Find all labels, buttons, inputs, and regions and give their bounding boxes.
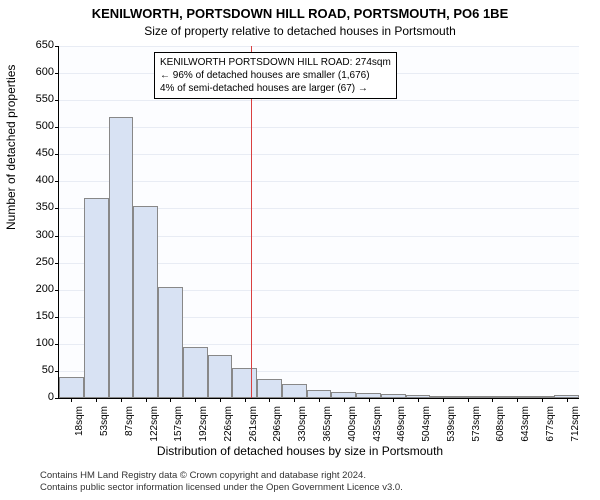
histogram-bar: [84, 198, 109, 398]
xtick-label: 677sqm: [545, 406, 556, 456]
xtick-label: 504sqm: [421, 406, 432, 456]
xtick-mark: [245, 398, 246, 402]
xtick-mark: [269, 398, 270, 402]
xtick-label: 122sqm: [149, 406, 160, 456]
y-axis-label: Number of detached properties: [4, 65, 18, 230]
histogram-bar: [307, 390, 332, 398]
xtick-label: 296sqm: [272, 406, 283, 456]
xtick-mark: [468, 398, 469, 402]
histogram-bar: [109, 117, 134, 398]
xtick-label: 539sqm: [446, 406, 457, 456]
chart-subtitle: Size of property relative to detached ho…: [0, 24, 600, 38]
gridline: [59, 181, 579, 182]
gridline: [59, 100, 579, 101]
annotation-line: ← 96% of detached houses are smaller (1,…: [160, 69, 391, 82]
chart-title: KENILWORTH, PORTSDOWN HILL ROAD, PORTSMO…: [0, 6, 600, 21]
histogram-bar: [282, 384, 307, 398]
ytick-mark: [55, 208, 59, 209]
ytick-mark: [55, 398, 59, 399]
xtick-label: 87sqm: [124, 406, 135, 456]
xtick-mark: [393, 398, 394, 402]
footnote-line: Contains HM Land Registry data © Crown c…: [40, 470, 580, 482]
ytick-mark: [55, 317, 59, 318]
ytick-label: 450: [24, 147, 54, 159]
footnote-line: Contains public sector information licen…: [40, 482, 580, 494]
ytick-label: 100: [24, 337, 54, 349]
histogram-bar: [183, 347, 208, 398]
xtick-label: 18sqm: [74, 406, 85, 456]
xtick-mark: [492, 398, 493, 402]
ytick-mark: [55, 181, 59, 182]
ytick-mark: [55, 290, 59, 291]
xtick-mark: [319, 398, 320, 402]
histogram-bar: [208, 355, 233, 398]
xtick-label: 365sqm: [322, 406, 333, 456]
xtick-label: 435sqm: [372, 406, 383, 456]
xtick-label: 608sqm: [495, 406, 506, 456]
ytick-label: 150: [24, 310, 54, 322]
xtick-mark: [170, 398, 171, 402]
histogram-bar: [133, 206, 158, 398]
xtick-label: 643sqm: [520, 406, 531, 456]
histogram-bar: [158, 287, 183, 398]
xtick-label: 712sqm: [570, 406, 581, 456]
xtick-mark: [567, 398, 568, 402]
ytick-mark: [55, 73, 59, 74]
xtick-label: 157sqm: [173, 406, 184, 456]
ytick-mark: [55, 344, 59, 345]
gridline: [59, 154, 579, 155]
ytick-label: 350: [24, 201, 54, 213]
histogram-bar: [257, 379, 282, 398]
ytick-mark: [55, 263, 59, 264]
ytick-label: 600: [24, 66, 54, 78]
ytick-label: 500: [24, 120, 54, 132]
ytick-mark: [55, 371, 59, 372]
chart-container: KENILWORTH, PORTSDOWN HILL ROAD, PORTSMO…: [0, 0, 600, 500]
xtick-label: 330sqm: [297, 406, 308, 456]
xtick-label: 573sqm: [471, 406, 482, 456]
ytick-label: 650: [24, 39, 54, 51]
xtick-mark: [344, 398, 345, 402]
ytick-mark: [55, 236, 59, 237]
footnote: Contains HM Land Registry data © Crown c…: [40, 470, 580, 494]
annotation-box: KENILWORTH PORTSDOWN HILL ROAD: 274sqm ←…: [154, 52, 397, 99]
xtick-mark: [443, 398, 444, 402]
xtick-label: 226sqm: [223, 406, 234, 456]
xtick-label: 261sqm: [248, 406, 259, 456]
ytick-label: 50: [24, 364, 54, 376]
ytick-mark: [55, 127, 59, 128]
annotation-line: 4% of semi-detached houses are larger (6…: [160, 82, 391, 95]
xtick-mark: [542, 398, 543, 402]
xtick-mark: [121, 398, 122, 402]
ytick-label: 0: [24, 391, 54, 403]
gridline: [59, 46, 579, 47]
ytick-mark: [55, 100, 59, 101]
ytick-label: 250: [24, 256, 54, 268]
xtick-mark: [71, 398, 72, 402]
xtick-mark: [96, 398, 97, 402]
xtick-mark: [418, 398, 419, 402]
ytick-label: 300: [24, 229, 54, 241]
histogram-bar: [232, 368, 257, 398]
xtick-mark: [294, 398, 295, 402]
ytick-label: 550: [24, 93, 54, 105]
xtick-mark: [517, 398, 518, 402]
xtick-label: 400sqm: [347, 406, 358, 456]
xtick-mark: [369, 398, 370, 402]
gridline: [59, 127, 579, 128]
ytick-label: 200: [24, 283, 54, 295]
ytick-label: 400: [24, 174, 54, 186]
xtick-label: 53sqm: [99, 406, 110, 456]
plot-area: KENILWORTH PORTSDOWN HILL ROAD: 274sqm ←…: [58, 46, 579, 399]
xtick-mark: [146, 398, 147, 402]
annotation-line: KENILWORTH PORTSDOWN HILL ROAD: 274sqm: [160, 56, 391, 69]
xtick-mark: [220, 398, 221, 402]
xtick-mark: [195, 398, 196, 402]
ytick-mark: [55, 46, 59, 47]
histogram-bar: [59, 377, 84, 398]
xtick-label: 192sqm: [198, 406, 209, 456]
ytick-mark: [55, 154, 59, 155]
xtick-label: 469sqm: [396, 406, 407, 456]
